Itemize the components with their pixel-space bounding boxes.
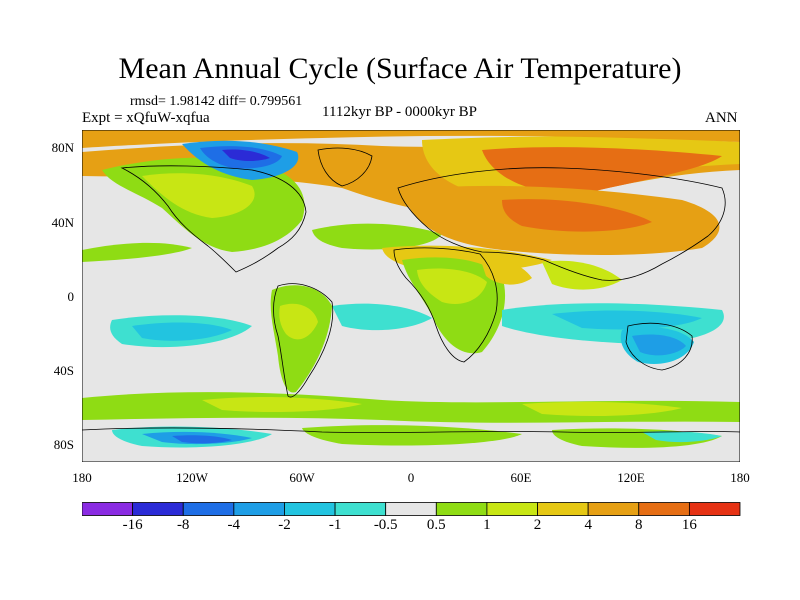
- anomaly-fill: [82, 130, 740, 462]
- colorbar-label: -16: [122, 517, 143, 533]
- colorbar-swatch: [587, 502, 640, 516]
- lon-label-60e: 60E: [510, 470, 532, 485]
- colorbar-swatch: [435, 502, 488, 516]
- colorbar-label: 1: [483, 517, 491, 533]
- period-label: 1112kyr BP - 0000kyr BP: [322, 104, 478, 120]
- colorbar-label: 4: [584, 517, 592, 533]
- colorbar: [82, 502, 741, 516]
- lon-label-120w: 120W: [176, 470, 208, 485]
- coastlines: [82, 147, 740, 433]
- colorbar-label: -2: [278, 517, 291, 533]
- stats-text: rmsd= 1.98142 diff= 0.799561: [130, 94, 303, 109]
- lon-label-0: 0: [407, 470, 415, 485]
- colorbar-swatch: [638, 502, 690, 516]
- colorbar-label: 16: [681, 517, 697, 533]
- colorbar-swatch: [233, 502, 285, 516]
- colorbar-label: -0.5: [373, 517, 398, 533]
- colorbar-swatch: [82, 502, 134, 516]
- experiment-label: Expt = xQfuW-xqfua: [82, 110, 210, 126]
- colorbar-swatch: [537, 502, 589, 516]
- lat-label-0: 0: [67, 289, 75, 304]
- lat-label-80n: 80N: [51, 140, 74, 155]
- lon-label-180e: 180: [730, 470, 750, 485]
- colorbar-label: -4: [227, 517, 241, 533]
- colorbar-swatch: [284, 502, 336, 516]
- colorbar-label: -8: [176, 517, 190, 533]
- colorbar-swatch: [334, 502, 387, 516]
- lat-label-80s: 80S: [53, 437, 74, 452]
- colorbar-swatch: [132, 502, 184, 516]
- season-label: ANN: [705, 110, 738, 126]
- colorbar-swatch: [486, 502, 538, 516]
- anomaly-map: [82, 130, 740, 462]
- lat-label-40s: 40S: [53, 363, 74, 378]
- lon-label-120e: 120E: [617, 470, 645, 485]
- colorbar-label: 8: [635, 517, 643, 533]
- colorbar-swatch: [385, 502, 437, 516]
- colorbar-label: 2: [533, 517, 542, 533]
- colorbar-swatch: [688, 502, 741, 516]
- colorbar-label: -1: [328, 517, 342, 533]
- chart-title: Mean Annual Cycle (Surface Air Temperatu…: [118, 52, 682, 85]
- colorbar-label: 0.5: [426, 517, 446, 533]
- lon-label-60w: 60W: [289, 470, 315, 485]
- lon-label-180w: 180: [72, 470, 92, 485]
- lat-label-40n: 40N: [51, 215, 74, 230]
- colorbar-swatch: [182, 502, 235, 516]
